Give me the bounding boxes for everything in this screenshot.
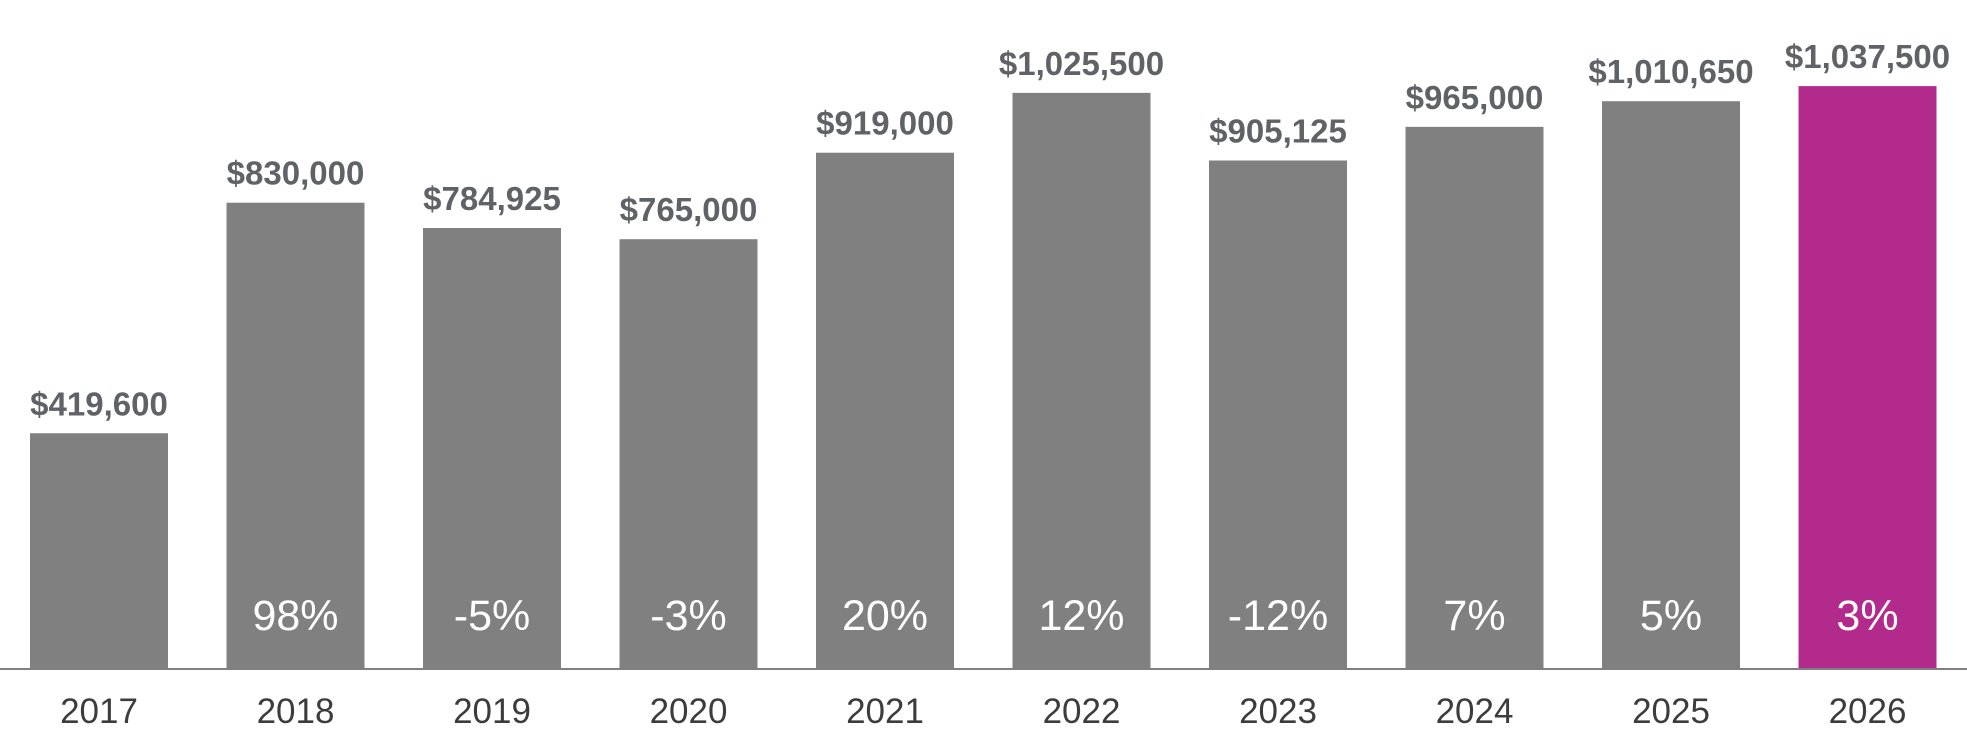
x-tick-label-2026: 2026 (1829, 692, 1907, 731)
bars-group (30, 86, 1937, 669)
bar-value-label-2023: $905,125 (1209, 112, 1347, 149)
bar-change-label-2021: 20% (842, 592, 928, 640)
bar-value-label-2020: $765,000 (620, 191, 758, 228)
bar-2024 (1405, 126, 1544, 669)
x-tick-label-2020: 2020 (650, 692, 728, 731)
bar-2020 (619, 239, 758, 669)
bar-change-label-2020: -3% (650, 592, 726, 640)
bar-value-label-2024: $965,000 (1406, 79, 1544, 116)
bar-value-label-2021: $919,000 (816, 105, 954, 142)
bar-change-label-2022: 12% (1038, 592, 1124, 640)
bar-value-label-2018: $830,000 (227, 155, 365, 192)
bar-change-label-2025: 5% (1640, 592, 1702, 640)
bar-2017 (30, 433, 168, 669)
x-tick-label-2017: 2017 (60, 692, 138, 731)
bar-value-label-2017: $419,600 (30, 385, 168, 422)
bar-2023 (1209, 160, 1347, 669)
labels-group: $419,600 2017 $830,000 98% 2018 $784,925 -5% 20… (30, 38, 1950, 731)
bar-value-label-2026: $1,037,500 (1785, 38, 1950, 75)
bar-2018 (226, 202, 365, 669)
x-tick-label-2023: 2023 (1239, 692, 1317, 731)
bar-2019 (423, 228, 561, 669)
bar-change-label-2018: 98% (252, 592, 338, 640)
bar-change-label-2019: -5% (454, 592, 530, 640)
x-tick-label-2021: 2021 (846, 692, 924, 731)
bar-2025 (1602, 101, 1740, 669)
x-tick-label-2018: 2018 (257, 692, 335, 731)
bar-change-label-2024: 7% (1443, 592, 1505, 640)
x-tick-label-2025: 2025 (1632, 692, 1710, 731)
bar-value-label-2025: $1,010,650 (1588, 53, 1753, 90)
bar-2022 (1012, 92, 1151, 669)
x-tick-label-2022: 2022 (1043, 692, 1121, 731)
bar-change-label-2023: -12% (1228, 592, 1328, 640)
x-tick-label-2019: 2019 (453, 692, 531, 731)
bar-2021 (816, 152, 954, 669)
bar-value-label-2019: $784,925 (423, 180, 561, 217)
bar-2026 (1798, 86, 1937, 669)
bar-value-label-2022: $1,025,500 (999, 45, 1164, 82)
x-tick-label-2024: 2024 (1436, 692, 1514, 731)
bar-change-label-2026: 3% (1836, 592, 1898, 640)
